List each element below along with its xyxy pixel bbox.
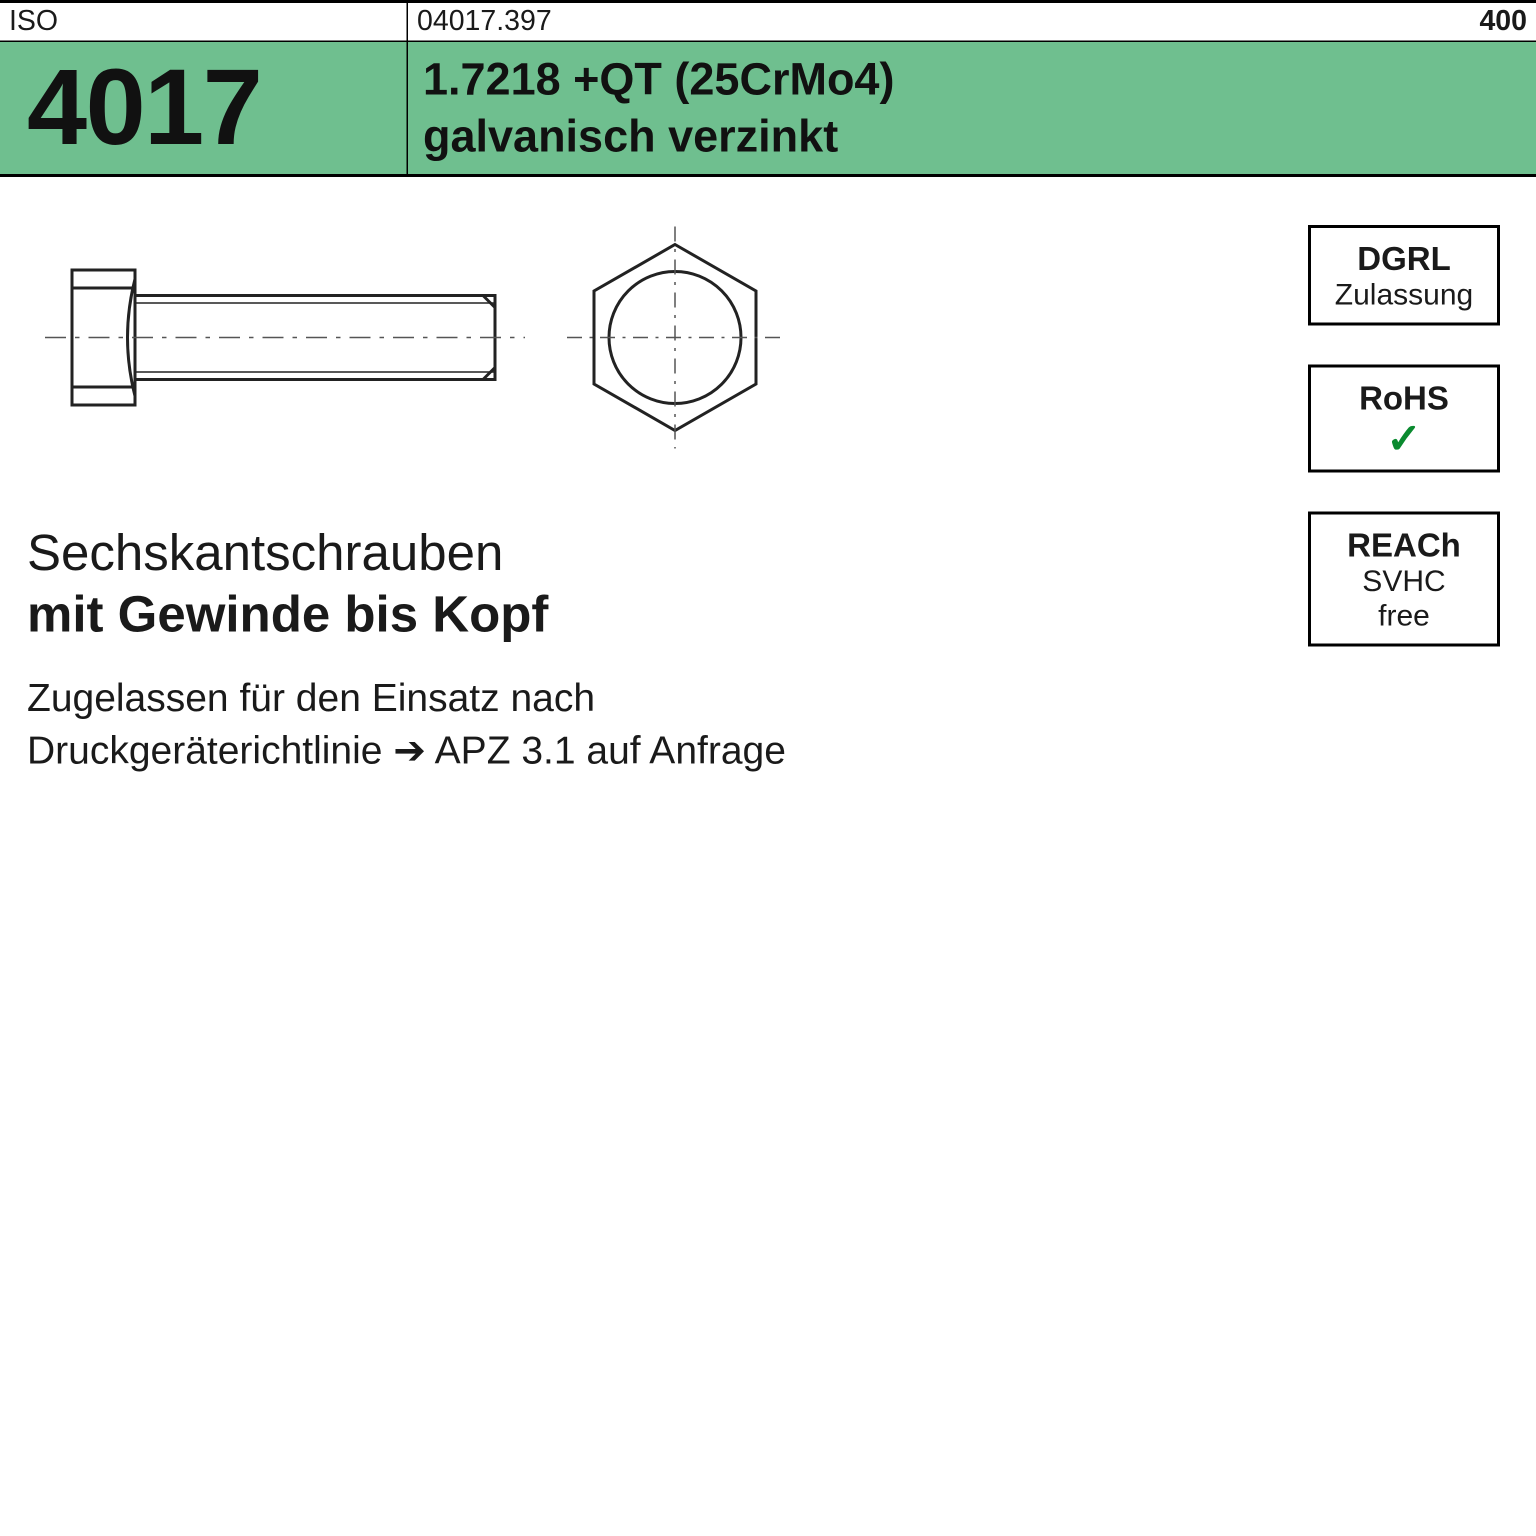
- band-left: 4017: [0, 42, 408, 174]
- desc-sub: Zugelassen für den Einsatz nach Druckger…: [27, 672, 1047, 777]
- desc-sub2: Druckgeräterichtlinie ➔ APZ 3.1 auf Anfr…: [27, 725, 1047, 778]
- desc-line1: Sechskantschrauben: [27, 525, 1047, 584]
- badge-dgrl-l1: DGRL: [1317, 240, 1491, 279]
- header-standard: ISO: [0, 3, 408, 41]
- badge-reach-l2: SVHC: [1317, 566, 1491, 601]
- description-block: Sechskantschrauben mit Gewinde bis Kopf …: [27, 525, 1047, 777]
- header-row: ISO 04017.397 400: [0, 0, 1536, 42]
- check-icon: ✓: [1317, 419, 1491, 461]
- badge-rohs-l1: RoHS: [1317, 380, 1491, 419]
- desc-sub1: Zugelassen für den Einsatz nach: [27, 672, 1047, 725]
- band-right: 1.7218 +QT (25CrMo4) galvanisch verzinkt: [408, 42, 1536, 174]
- finish-line: galvanisch verzinkt: [423, 113, 1524, 164]
- desc-line2: mit Gewinde bis Kopf: [27, 587, 1047, 646]
- badge-rohs: RoHS ✓: [1308, 365, 1500, 473]
- badge-dgrl: DGRL Zulassung: [1308, 225, 1500, 326]
- header-page: 400: [1413, 3, 1536, 41]
- badge-dgrl-l2: Zulassung: [1317, 279, 1491, 314]
- title-band: 4017 1.7218 +QT (25CrMo4) galvanisch ver…: [0, 42, 1536, 177]
- material-line: 1.7218 +QT (25CrMo4): [423, 56, 1524, 107]
- header-code: 04017.397: [408, 3, 1413, 41]
- bolt-diagram: [30, 225, 870, 480]
- badge-reach-l1: REACh: [1317, 527, 1491, 566]
- badge-reach-l3: free: [1317, 600, 1491, 635]
- standard-number: 4017: [27, 47, 261, 170]
- cert-badges: DGRL Zulassung RoHS ✓ REACh SVHC free: [1308, 225, 1503, 647]
- badge-reach: REACh SVHC free: [1308, 512, 1500, 647]
